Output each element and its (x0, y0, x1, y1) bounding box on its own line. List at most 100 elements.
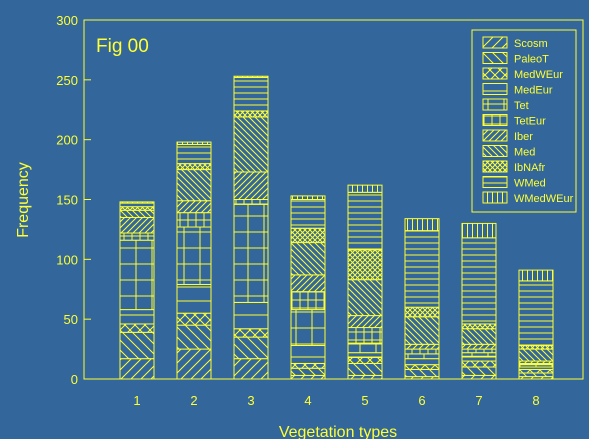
bar-segment-wmed-7 (461, 237, 497, 325)
bar-segment-ibnafr-3 (233, 110, 269, 118)
bar-segment-ibnafr-5 (347, 249, 383, 281)
bar-segment-med-6 (404, 316, 440, 345)
bar-segment-wmed-3 (233, 76, 269, 112)
bar-segment-teteur-6 (404, 348, 440, 355)
bar-segment-medeur-4 (290, 344, 326, 364)
legend-swatch-medweur (482, 67, 508, 80)
bar-segment-ibnafr-2 (176, 163, 212, 171)
y-tick-label: 150 (56, 193, 78, 208)
y-axis-title: Frequency (15, 162, 32, 238)
x-tick-label: 3 (247, 393, 254, 408)
bar-segment-teteur-3 (233, 199, 269, 205)
bar-segment-medweur-4 (290, 362, 326, 369)
y-tick-label: 300 (56, 13, 78, 28)
legend-label-teteur: TetEur (514, 116, 546, 128)
bar-segment-tet-4 (290, 309, 326, 346)
bar-segment-paleot-6 (404, 368, 440, 378)
x-tick-label: 2 (190, 393, 197, 408)
bar-segment-medeur-5 (347, 352, 383, 358)
legend-box (471, 29, 577, 213)
bar-segment-paleot-2 (176, 324, 212, 350)
bar-segment-iber-3 (233, 171, 269, 201)
x-tick-label: 6 (418, 393, 425, 408)
legend-swatch-ibnafr (482, 160, 508, 173)
bar-segment-wmed-5 (347, 191, 383, 251)
legend-label-scosm: Scosm (514, 38, 548, 50)
bar-segment-tet-2 (176, 226, 212, 285)
bar-segment-paleot-5 (347, 362, 383, 376)
bar-segment-medweur-3 (233, 328, 269, 338)
bar-segment-tet-5 (347, 342, 383, 354)
bar-segment-med-2 (176, 169, 212, 202)
bar-segment-wmed-2 (176, 143, 212, 165)
bar-segment-med-3 (233, 116, 269, 173)
bar-segment-teteur-4 (290, 291, 326, 311)
bar-segment-medeur-3 (233, 301, 269, 330)
legend-swatch-wmed (482, 176, 508, 188)
legend-label-med: Med (514, 147, 535, 159)
x-tick-label: 8 (532, 393, 539, 408)
legend-label-medeur: MedEur (514, 85, 553, 97)
bar-segment-tet-1 (119, 239, 155, 311)
legend-swatch-medeur (482, 83, 508, 95)
bar-segment-medweur-6 (404, 364, 440, 370)
x-axis-title: Vegetation types (279, 424, 397, 439)
bar-segment-wmedweur-4 (290, 195, 326, 201)
bar-segment-iber-4 (290, 274, 326, 293)
bars (119, 75, 554, 380)
bar-segment-wmed-8 (518, 280, 554, 346)
bar-segment-paleot-4 (290, 367, 326, 376)
bar-segment-medeur-6 (404, 358, 440, 366)
bar-segment-med-7 (461, 328, 497, 345)
plot-frame (83, 19, 584, 380)
legend-swatch-scosm (482, 36, 508, 49)
bar-segment-teteur-7 (461, 348, 497, 354)
bar-segment-wmed-4 (290, 199, 326, 229)
bar-segment-medweur-1 (119, 323, 155, 333)
x-tick-label: 4 (304, 393, 311, 408)
legend-swatch-iber (482, 129, 508, 142)
y-tick-label: 100 (56, 252, 78, 267)
bar-segment-ibnafr-4 (290, 227, 326, 244)
legend-swatch-teteur (482, 114, 508, 126)
bar-segment-medeur-2 (176, 283, 212, 314)
legend: Scosm PaleoT MedWEur MedEur Tet TetEur Iber Med… (471, 29, 577, 213)
figure-annotation: Fig 00 (96, 36, 149, 57)
y-tick-label: 200 (56, 133, 78, 148)
bar-segment-iber-5 (347, 315, 383, 329)
y-axis: 0 50 100 150 200 250 300 (56, 13, 91, 387)
bar-segment-med-5 (347, 279, 383, 317)
bar-segment-wmed-6 (404, 230, 440, 308)
bar-segment-scosm-4 (290, 374, 326, 380)
bar-segment-wmedweur-7 (461, 222, 497, 239)
bar-segment-med-1 (119, 209, 155, 218)
legend-label-wmedweur: WMedWEur (514, 193, 574, 205)
bar-segment-teteur-1 (119, 232, 155, 241)
bar-segment-med-8 (518, 348, 554, 362)
y-tick-label: 0 (71, 372, 78, 387)
bar-segment-tet-6 (404, 353, 440, 360)
bar-segment-med-4 (290, 242, 326, 276)
bar-segment-tet-7 (461, 352, 497, 357)
bar-segment-wmed-1 (119, 202, 155, 208)
legend-label-medweur: MedWEur (514, 69, 563, 81)
bar-segment-iber-6 (404, 343, 440, 350)
bar-segment-wmedweur-1 (119, 201, 155, 204)
y-tick-label: 50 (64, 312, 78, 327)
bar-segment-iber-2 (176, 200, 212, 214)
legend-label-wmed: WMed (514, 178, 546, 190)
legend-swatch-med (482, 145, 508, 157)
legend-swatch-wmedweur (482, 191, 508, 204)
x-tick-label: 7 (475, 393, 482, 408)
bar-segment-scosm-2 (176, 348, 212, 380)
legend-label-paleot: PaleoT (514, 54, 549, 66)
bar-segment-tet-3 (233, 203, 269, 303)
y-tick-label: 250 (56, 73, 78, 88)
bar-segment-paleot-3 (233, 336, 269, 360)
bar-segment-wmedweur-5 (347, 184, 383, 193)
bar-segment-paleot-7 (461, 366, 497, 376)
bar-segment-medeur-1 (119, 309, 155, 325)
bar-segment-scosm-3 (233, 358, 269, 380)
bar-segment-ibnafr-7 (461, 323, 497, 330)
